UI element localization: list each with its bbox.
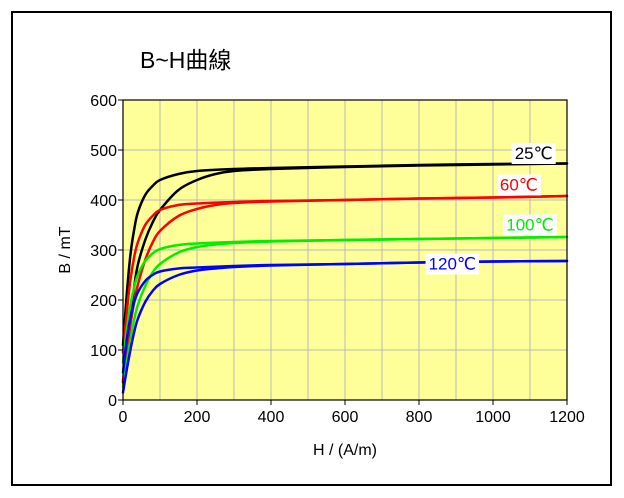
series-line-3-lower xyxy=(121,259,569,394)
series-label-box-3 xyxy=(425,253,480,275)
series-layer xyxy=(121,162,569,394)
series-labels: 25℃ 60℃ 100℃ 120℃ xyxy=(425,142,557,275)
series-label-box-2 xyxy=(503,214,557,236)
series-label-3: 120℃ xyxy=(429,254,476,273)
y-tick-label: 100 xyxy=(90,343,117,360)
y-tick-label: 300 xyxy=(90,243,117,260)
series-label-box-0 xyxy=(511,142,556,164)
y-tick-label: 200 xyxy=(90,293,117,310)
series-label-box-1 xyxy=(496,174,541,196)
grid-lines xyxy=(123,100,567,400)
series-label-2: 100℃ xyxy=(506,215,553,234)
x-axis-label: H / (A/m) xyxy=(313,442,377,459)
series-label-0: 25℃ xyxy=(515,144,553,163)
x-tick-label: 1200 xyxy=(549,409,585,426)
x-tick-label: 800 xyxy=(406,409,433,426)
x-tick-label: 0 xyxy=(119,409,128,426)
x-tick-label: 600 xyxy=(332,409,359,426)
series-label-1: 60℃ xyxy=(500,175,538,194)
chart-title: B~H曲線 xyxy=(140,47,231,73)
x-tick-label: 1000 xyxy=(475,409,511,426)
x-tick-label: 400 xyxy=(258,409,285,426)
y-tick-label: 600 xyxy=(90,93,117,110)
series-line-2-lower xyxy=(121,235,569,389)
x-tick-label: 200 xyxy=(184,409,211,426)
y-tick-label: 500 xyxy=(90,143,117,160)
tick-layer: 0 200 400 600 800 1000 1200 0 100 200 300 400 500 600 xyxy=(90,93,585,426)
y-tick-label: 0 xyxy=(108,393,117,410)
y-tick-label: 400 xyxy=(90,193,117,210)
y-axis-label: B / mT xyxy=(57,226,74,273)
